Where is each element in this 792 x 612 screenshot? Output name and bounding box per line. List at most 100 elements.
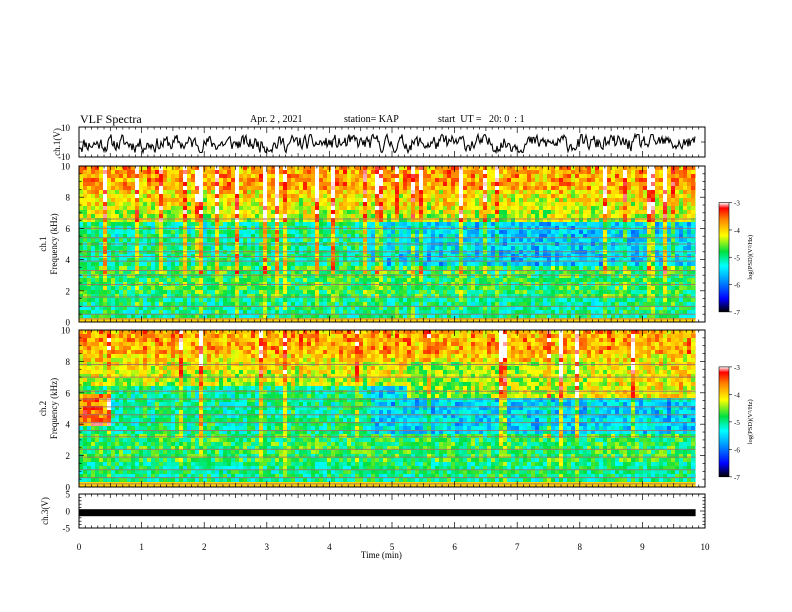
psd-cell [207, 182, 212, 187]
psd-cell [663, 206, 668, 211]
psd-cell [311, 222, 316, 227]
psd-cell [415, 202, 420, 207]
psd-cell [151, 286, 156, 291]
psd-cell [627, 278, 632, 283]
psd-cell [515, 194, 520, 199]
psd-cell [215, 286, 220, 291]
psd-cell [135, 246, 140, 251]
psd-cell [387, 218, 392, 223]
psd-cell [247, 178, 252, 183]
psd-cell [387, 170, 392, 175]
psd-cell [171, 182, 176, 187]
psd-cell [479, 178, 484, 183]
psd-cell [223, 198, 228, 203]
psd-cell [359, 174, 364, 179]
psd-cell [151, 174, 156, 179]
psd-cell [559, 214, 564, 219]
psd-cell [635, 262, 640, 267]
psd-cell [199, 166, 204, 171]
psd-cell [199, 258, 204, 263]
psd-cell [659, 266, 664, 271]
psd-cell [319, 278, 324, 283]
psd-cell [223, 258, 228, 263]
psd-cell [135, 258, 140, 263]
psd-cell [431, 210, 436, 215]
psd-cell [127, 174, 132, 179]
psd-cell [151, 218, 156, 223]
psd-cell [631, 246, 636, 251]
psd-cell [175, 258, 180, 263]
psd-cell [263, 262, 268, 267]
psd-cell [643, 202, 648, 207]
psd-cell [199, 222, 204, 227]
psd-cell [179, 286, 184, 291]
psd-cell [451, 262, 456, 267]
psd-cell [607, 166, 612, 171]
psd-cell [391, 270, 396, 275]
psd-cell [99, 210, 104, 215]
psd-cell [255, 266, 260, 271]
psd-cell [643, 170, 648, 175]
psd-cell [235, 286, 240, 291]
psd-cell [619, 270, 624, 275]
psd-cell [195, 262, 200, 267]
psd-cell [83, 266, 88, 271]
psd-cell [611, 210, 616, 215]
psd-cell [391, 274, 396, 279]
psd-cell [143, 178, 148, 183]
psd-cell [95, 286, 100, 291]
psd-cell [83, 214, 88, 219]
psd-cell [435, 214, 440, 219]
psd-cell [687, 258, 692, 263]
psd-cell [555, 238, 560, 243]
psd-cell [95, 206, 100, 211]
psd-cell [163, 222, 168, 227]
psd-cell [495, 246, 500, 251]
psd-cell [555, 194, 560, 199]
psd-cell [575, 266, 580, 271]
psd-cell [131, 234, 136, 239]
psd-cell [615, 230, 620, 235]
psd-cell [459, 182, 464, 187]
psd-cell [539, 262, 544, 267]
psd-cell [415, 274, 420, 279]
psd-cell [487, 222, 492, 227]
psd-cell [435, 166, 440, 171]
psd-cell [343, 238, 348, 243]
psd-cell [627, 198, 632, 203]
psd-cell [207, 166, 212, 171]
psd-cell [663, 278, 668, 283]
psd-cell [323, 238, 328, 243]
psd-cell [615, 186, 620, 191]
psd-cell [431, 278, 436, 283]
psd-cell [315, 170, 320, 175]
psd-cell [643, 186, 648, 191]
psd-cell [83, 198, 88, 203]
psd-cell [555, 274, 560, 279]
psd-cell [435, 186, 440, 191]
psd-cell [187, 210, 192, 215]
psd-cell [83, 174, 88, 179]
psd-cell [363, 194, 368, 199]
psd-cell [119, 222, 124, 227]
psd-cell [531, 230, 536, 235]
psd-cell [419, 230, 424, 235]
psd-cell [463, 222, 468, 227]
psd-cell [599, 278, 604, 283]
psd-cell [539, 198, 544, 203]
psd-cell [639, 170, 644, 175]
psd-cell [211, 262, 216, 267]
psd-cell [631, 194, 636, 199]
psd-cell [247, 258, 252, 263]
psd-cell [291, 258, 296, 263]
psd-cell [627, 270, 632, 275]
psd-cell [279, 214, 284, 219]
psd-cell [639, 206, 644, 211]
psd-cell [291, 218, 296, 223]
psd-cell [95, 170, 100, 175]
psd-cell [647, 174, 652, 179]
psd-cell [295, 182, 300, 187]
psd-cell [147, 246, 152, 251]
psd-cell [631, 170, 636, 175]
psd-cell [367, 214, 372, 219]
